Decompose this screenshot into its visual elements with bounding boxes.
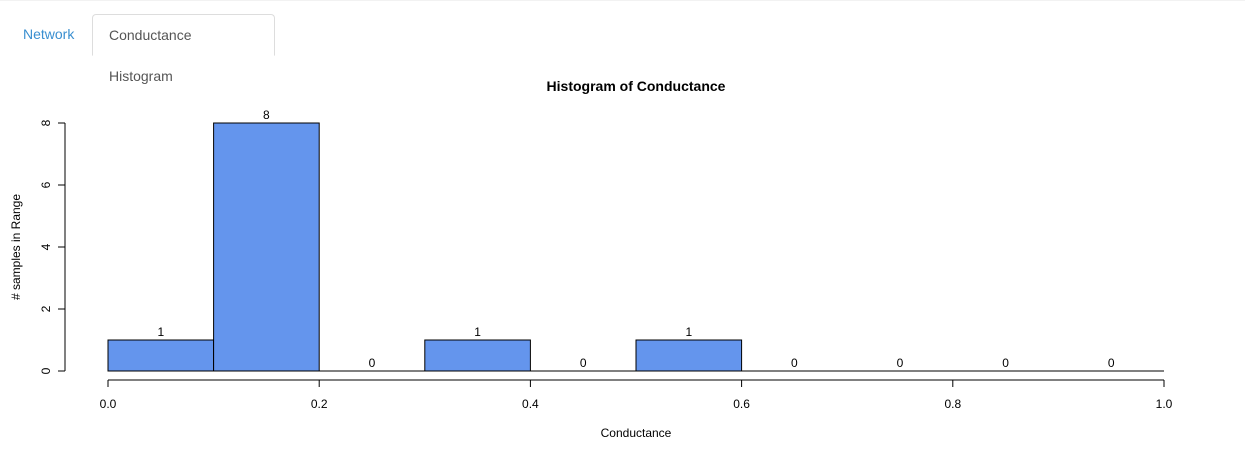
tab-network[interactable]: Network	[23, 26, 75, 42]
y-tick-label: 0	[39, 367, 53, 374]
bar-value-label: 0	[580, 356, 587, 370]
bar-value-label: 0	[1002, 356, 1009, 370]
bar-value-label: 1	[157, 325, 164, 339]
x-tick-label: 0.4	[522, 397, 539, 411]
bar-value-label: 0	[791, 356, 798, 370]
x-tick-label: 0.0	[100, 397, 117, 411]
y-tick-label: 4	[39, 243, 53, 250]
histogram-bar	[213, 122, 320, 372]
bar-value-label: 8	[263, 108, 270, 122]
x-tick-label: 0.6	[733, 397, 750, 411]
y-tick-label: 8	[39, 119, 53, 126]
bar-value-label: 0	[897, 356, 904, 370]
y-axis-label: # samples in Range	[9, 194, 23, 300]
top-divider	[0, 0, 1245, 1]
x-tick-label: 0.8	[944, 397, 961, 411]
bar-value-label: 0	[369, 356, 376, 370]
bar-value-label: 1	[685, 325, 692, 339]
histogram-bar	[107, 339, 215, 372]
histogram-bar	[424, 339, 531, 372]
tab-conductance-histogram[interactable]: Conductance Histogram	[92, 14, 275, 84]
bar-value-label: 0	[1108, 356, 1115, 370]
x-tick-label: 0.2	[311, 397, 328, 411]
x-axis: 0.0 0.2 0.4 0.6 0.8 1.0	[100, 379, 1173, 411]
histogram-bar	[635, 339, 743, 372]
y-tick-label: 6	[39, 181, 53, 188]
chart-title: Histogram of Conductance	[547, 78, 726, 94]
bar-labels-group: 1 8 0 1 0 1 0 0 0 0	[157, 108, 1114, 370]
x-tick-label: 1.0	[1156, 397, 1173, 411]
bars-group	[107, 122, 1164, 372]
y-tick-label: 2	[39, 305, 53, 312]
x-axis-label: Conductance	[601, 426, 672, 440]
y-axis: 0 2 4 6 8	[39, 119, 66, 374]
tab-bar: Network Conductance Histogram	[0, 14, 1245, 84]
bar-value-label: 1	[474, 325, 481, 339]
